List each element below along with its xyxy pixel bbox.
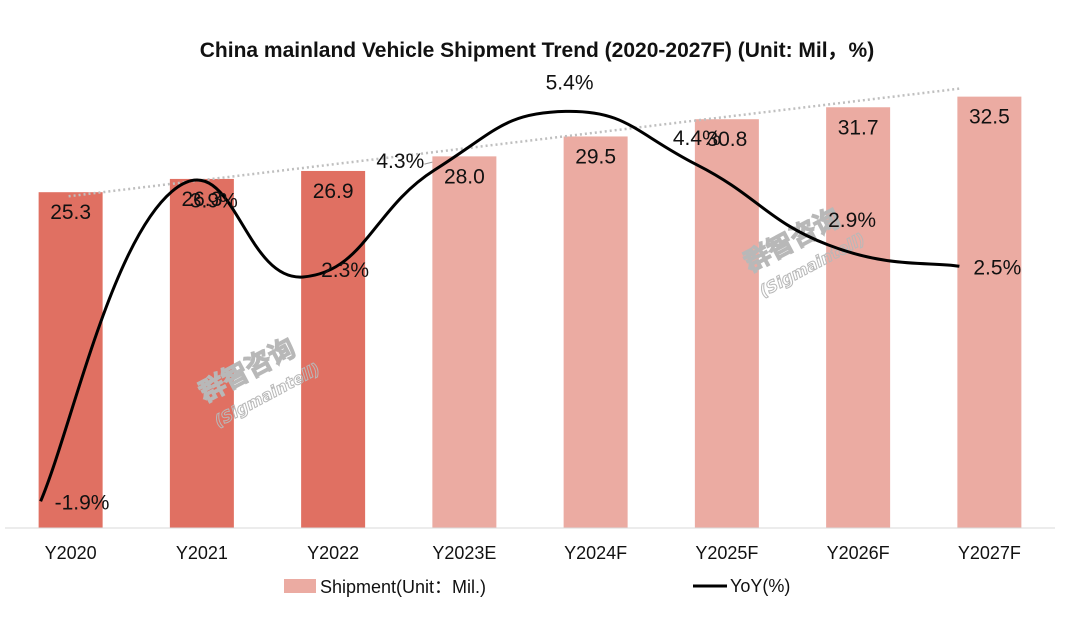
yoy-value-label: 2.5% <box>973 256 1021 279</box>
bar-y2024f <box>563 136 628 529</box>
x-tick-label: Y2023E <box>432 543 496 563</box>
bar-y2026f <box>826 107 891 528</box>
yoy-value-label: 2.9% <box>828 209 876 232</box>
bar-y2023e <box>432 156 497 528</box>
bar-value-label: 31.7 <box>838 116 879 139</box>
x-tick-label: Y2020 <box>45 543 97 563</box>
yoy-value-label: 2.3% <box>321 259 369 282</box>
x-tick-label: Y2027F <box>958 543 1021 563</box>
yoy-line-layer <box>39 109 960 502</box>
x-tick-label: Y2022 <box>307 543 359 563</box>
legend: Shipment(Unit：Mil.) YoY(%) <box>284 576 790 597</box>
bars-layer <box>38 96 1022 529</box>
x-tick-label: Y2026F <box>827 543 890 563</box>
bar-value-label: 26.3 <box>181 188 222 211</box>
bar-y2021 <box>169 178 234 528</box>
yoy-value-label: -1.9% <box>55 491 110 514</box>
x-tick-labels: Y2020 Y2021 Y2022 Y2023E Y2024F Y2025F Y2026F Y… <box>45 543 1021 563</box>
bar-value-label: 32.5 <box>969 106 1010 129</box>
bar-value-label: 28.0 <box>444 165 485 188</box>
legend-label-shipment: Shipment(Unit：Mil.) <box>320 577 486 597</box>
yoy-value-label: 4.3% <box>376 150 424 173</box>
bar-value-label: 29.5 <box>575 145 616 168</box>
bar-y2020 <box>38 192 103 528</box>
bar-y2025f <box>694 119 759 528</box>
yoy-leader-line <box>424 161 433 165</box>
yoy-value-label: 3.9% <box>190 189 238 212</box>
bar-y2027f <box>957 96 1022 529</box>
legend-label-yoy: YoY(%) <box>730 576 790 596</box>
bar-value-label: 26.9 <box>313 180 354 203</box>
chart-title: China mainland Vehicle Shipment Trend (2… <box>199 39 875 62</box>
yoy-value-label: 5.4% <box>546 71 594 94</box>
bar-value-label: 30.8 <box>706 128 747 151</box>
x-tick-label: Y2025F <box>695 543 758 563</box>
legend-swatch-shipment <box>284 579 316 593</box>
x-tick-label: Y2021 <box>176 543 228 563</box>
yoy-line <box>39 109 960 502</box>
yoy-value-label: 4.4% <box>673 127 721 150</box>
bar-y2022 <box>301 170 366 529</box>
labels-layer: 25.3 26.3 26.9 28.0 29.5 30.8 31.7 32.5 -1.9% 3.9… <box>50 71 1021 514</box>
watermark-layer: 群智咨询(Sigmaintell)群智咨询(Sigmaintell) <box>193 202 869 432</box>
x-tick-label: Y2024F <box>564 543 627 563</box>
bar-value-label: 25.3 <box>50 201 91 224</box>
